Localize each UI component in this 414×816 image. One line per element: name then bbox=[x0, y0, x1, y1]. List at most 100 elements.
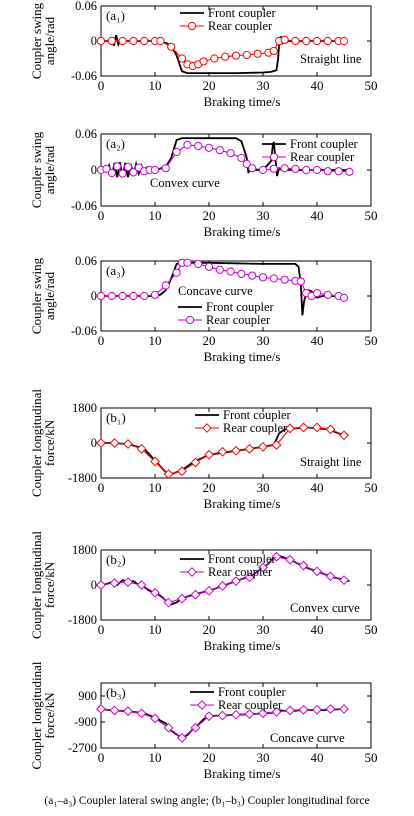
data-point bbox=[258, 441, 268, 452]
x-axis-label: Braking time/s bbox=[204, 766, 281, 781]
data-point bbox=[161, 281, 170, 290]
y-tick-label: -1800 bbox=[68, 471, 97, 485]
x-tick-label: 40 bbox=[311, 480, 324, 495]
data-point bbox=[190, 589, 201, 600]
data-point bbox=[183, 140, 192, 149]
x-tick-label: 20 bbox=[203, 480, 216, 495]
data-point bbox=[237, 269, 246, 278]
data-point bbox=[204, 143, 214, 152]
y-axis-label-line: force/kN bbox=[42, 692, 57, 739]
data-point bbox=[325, 424, 336, 435]
data-point bbox=[204, 262, 214, 271]
x-tick-label: 0 bbox=[98, 333, 105, 348]
data-point bbox=[345, 167, 354, 176]
data-point bbox=[248, 164, 257, 173]
legend-entry-label: Front coupler bbox=[218, 685, 287, 699]
y-axis-label-line: Coupler swing bbox=[29, 131, 44, 208]
x-tick-label: 10 bbox=[149, 750, 162, 765]
data-point bbox=[215, 146, 224, 155]
y-tick-label: 0.06 bbox=[75, 254, 97, 268]
figure-caption: (a₁–a₃) Coupler lateral swing angle; (b₁… bbox=[44, 795, 370, 807]
y-axis-label-line: Coupler longitudinal bbox=[29, 531, 44, 639]
x-tick-label: 50 bbox=[365, 78, 378, 93]
data-point bbox=[339, 575, 349, 586]
y-tick-label: 0.06 bbox=[75, 0, 97, 13]
y-axis-label: Coupler longitudinalforce/kN bbox=[29, 389, 57, 497]
data-point bbox=[150, 290, 160, 299]
data-point bbox=[102, 164, 111, 173]
x-axis-label: Braking time/s bbox=[204, 638, 281, 653]
data-point bbox=[258, 165, 268, 175]
data-point bbox=[96, 704, 106, 714]
data-point bbox=[129, 168, 138, 177]
data-point bbox=[221, 52, 230, 61]
legend-entry-label: Front coupler bbox=[208, 6, 277, 20]
data-point bbox=[194, 141, 203, 151]
x-axis-label: Braking time/s bbox=[204, 94, 281, 109]
data-point bbox=[172, 268, 181, 277]
x-tick-label: 30 bbox=[257, 750, 270, 765]
data-point bbox=[177, 593, 187, 604]
data-point bbox=[107, 291, 116, 301]
data-point bbox=[323, 167, 332, 176]
y-tick-label: -0.06 bbox=[71, 69, 97, 83]
curve-type-annotation: Convex curve bbox=[290, 601, 360, 615]
data-point bbox=[271, 440, 282, 450]
y-tick-label: 0 bbox=[91, 436, 97, 450]
data-point bbox=[298, 704, 309, 715]
legend-entry-label: Rear coupler bbox=[290, 150, 355, 164]
x-tick-label: 30 bbox=[257, 78, 270, 93]
data-point bbox=[190, 457, 201, 468]
x-tick-label: 50 bbox=[365, 333, 378, 348]
data-point bbox=[312, 704, 322, 715]
data-point bbox=[226, 149, 235, 158]
data-point bbox=[302, 36, 311, 46]
data-point bbox=[280, 35, 289, 44]
data-point bbox=[161, 164, 170, 173]
data-point bbox=[231, 51, 241, 60]
data-point bbox=[129, 36, 138, 46]
data-point bbox=[123, 162, 133, 172]
data-point bbox=[150, 713, 160, 724]
data-point bbox=[172, 147, 181, 157]
data-point bbox=[109, 578, 120, 588]
y-tick-label: -0.06 bbox=[71, 324, 97, 338]
x-tick-label: 40 bbox=[311, 333, 324, 348]
panel-label: (a₂) bbox=[106, 136, 125, 151]
data-point bbox=[210, 54, 219, 63]
data-point bbox=[298, 422, 309, 433]
data-point bbox=[296, 277, 305, 286]
data-point bbox=[237, 153, 246, 163]
data-point bbox=[258, 273, 268, 282]
data-point bbox=[215, 265, 224, 274]
data-point bbox=[244, 443, 255, 454]
data-point bbox=[231, 445, 241, 456]
legend-swatch-marker bbox=[202, 423, 212, 433]
x-axis-label: Braking time/s bbox=[204, 349, 281, 364]
data-point bbox=[118, 36, 127, 46]
panel-label: (b₃) bbox=[106, 685, 126, 700]
panel-label: (a₁) bbox=[106, 8, 125, 23]
data-point bbox=[271, 706, 282, 717]
y-tick-label: 0.06 bbox=[75, 127, 97, 141]
data-point bbox=[312, 566, 322, 577]
data-point bbox=[339, 36, 349, 46]
curve-type-annotation: Concave curve bbox=[270, 731, 345, 745]
x-tick-label: 50 bbox=[365, 480, 378, 495]
y-axis-label: Coupler longitudinalforce/kN bbox=[29, 531, 57, 639]
y-tick-label: 1800 bbox=[72, 401, 97, 415]
x-tick-label: 10 bbox=[149, 208, 162, 223]
x-axis-label: Braking time/s bbox=[204, 496, 281, 511]
x-tick-label: 10 bbox=[149, 78, 162, 93]
x-tick-label: 50 bbox=[365, 208, 378, 223]
y-axis-label-line: Coupler longitudinal bbox=[29, 389, 44, 497]
data-point bbox=[312, 165, 322, 175]
x-tick-label: 10 bbox=[149, 480, 162, 495]
data-point bbox=[285, 423, 295, 434]
x-tick-label: 20 bbox=[203, 333, 216, 348]
data-point bbox=[339, 430, 349, 441]
x-tick-label: 20 bbox=[203, 78, 216, 93]
data-point bbox=[123, 706, 133, 717]
data-point bbox=[323, 290, 332, 299]
